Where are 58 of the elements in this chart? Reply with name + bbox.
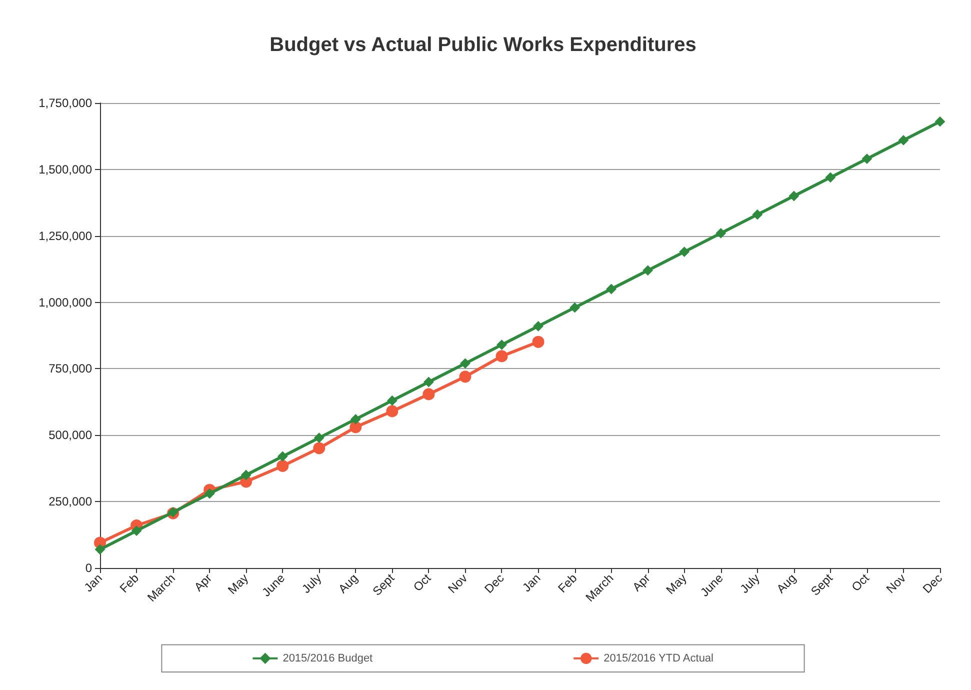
y-tick-label: 500,000 (48, 428, 92, 442)
point (825, 172, 836, 182)
x-tick-label: Aug (774, 571, 799, 596)
point (862, 154, 872, 164)
point (241, 470, 252, 480)
point (606, 284, 616, 294)
point (460, 358, 470, 368)
point (350, 414, 361, 424)
point (459, 370, 472, 383)
point (132, 526, 142, 536)
point (204, 488, 215, 499)
point (788, 191, 799, 201)
point (350, 421, 362, 434)
point (422, 388, 435, 400)
x-tick-label: Jan (520, 571, 544, 595)
x-tick-label: July (737, 571, 762, 596)
point (313, 442, 326, 454)
y-tick-label: 1,000,000 (38, 295, 92, 310)
point (752, 210, 762, 220)
chart-title: Budget vs Actual Public Works Expenditures (270, 34, 696, 56)
point (424, 377, 434, 387)
point (386, 405, 398, 418)
point (314, 432, 324, 443)
point (496, 340, 507, 350)
x-tick-label: Feb (555, 570, 580, 596)
point (642, 265, 653, 276)
point (935, 116, 945, 127)
y-tick-label: 1,250,000 (38, 228, 92, 243)
point (533, 321, 544, 332)
point (278, 451, 288, 462)
x-tick-label: Apr (191, 571, 215, 594)
x-tick-label: May (225, 571, 252, 597)
point (276, 460, 289, 472)
x-tick-label: Oct (848, 570, 872, 594)
point (679, 246, 690, 257)
x-tick-label: Feb (116, 570, 142, 596)
y-tick-label: 1,750,000 (38, 96, 92, 110)
x-tick-label: Nov (445, 571, 470, 596)
point (387, 396, 398, 406)
y-tick-label: 250,000 (48, 494, 92, 509)
x-tick-label: Aug (336, 571, 361, 596)
x-tick-label: July (299, 571, 324, 596)
legend-label: 2015/2016 Budget (282, 652, 373, 664)
x-tick-label: Dec (920, 571, 945, 596)
legend-label: 2015/2016 YTD Actual (604, 652, 714, 664)
x-tick-label: Nov (883, 571, 908, 596)
x-tick-label: Dec (482, 571, 507, 596)
point (496, 350, 508, 362)
y-tick-label: 1,500,000 (38, 162, 92, 176)
x-tick-label: May (663, 571, 690, 597)
point (532, 336, 544, 348)
point (716, 228, 726, 238)
point (570, 302, 580, 313)
point (898, 135, 908, 146)
x-tick-label: Oct (410, 570, 434, 594)
point (95, 544, 105, 554)
y-tick-label: 750,000 (48, 362, 92, 376)
x-tick-label: Apr (630, 571, 653, 594)
